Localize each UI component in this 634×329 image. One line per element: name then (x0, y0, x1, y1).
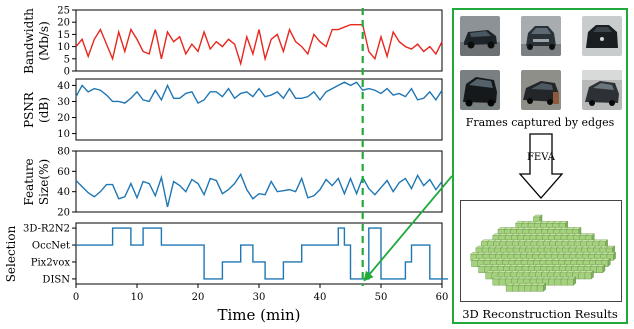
selection-yticks: DISN Pix2vox OccNet 3D-R2N2 (23, 224, 76, 285)
selection-connector-arrow (363, 175, 452, 282)
ytick-label: 15 (57, 30, 70, 41)
ytick-label: 40 (57, 81, 70, 92)
feature-size-panel: 20 40 60 80 Feature Size(%) (22, 147, 443, 219)
voxel-car-model (470, 214, 617, 292)
reconstruction-panel: Frames captured by edges FEVA 3D Reconst… (452, 8, 628, 324)
bandwidth-axes-frame (75, 9, 443, 72)
psnr-panel: 10 20 30 40 PSNR (dB) (22, 78, 443, 141)
psnr-ylabel-line2: (dB) (37, 97, 51, 123)
car-photo-2 (521, 16, 561, 56)
reconstruction-image (460, 200, 622, 302)
voxel-cube (601, 257, 611, 268)
xtick-label: 50 (375, 292, 388, 303)
bandwidth-ylabel-line1: Bandwidth (22, 8, 36, 74)
ytick-label: 3D-R2N2 (23, 224, 70, 235)
ytick-label: 20 (57, 18, 70, 29)
voxel-cube (606, 251, 617, 261)
ytick-label: 10 (57, 129, 70, 140)
xtick-label: 40 (314, 292, 327, 303)
bandwidth-series-line (75, 23, 443, 67)
xtick-label: 60 (436, 292, 449, 303)
car-photo-3 (582, 16, 622, 56)
time-xlabel: Time (min) (217, 306, 300, 324)
time-xticks: 0 10 20 30 40 50 60 (73, 284, 449, 303)
ytick-label: 20 (57, 113, 70, 124)
ytick-label: 60 (57, 167, 70, 178)
bandwidth-ylabel-line2: (Mb/s) (37, 21, 51, 61)
voxel-cube (595, 264, 606, 274)
frames-caption: Frames captured by edges (465, 116, 615, 129)
feva-hollow-arrow-icon: FEVA (518, 133, 564, 199)
feature-size-ylabel-line2: Size(%) (37, 159, 51, 205)
psnr-yticks: 10 20 30 40 (57, 81, 76, 140)
selection-series-line (76, 227, 449, 280)
ytick-label: 80 (57, 147, 70, 158)
voxel-cube (566, 276, 577, 286)
xtick-label: 10 (131, 292, 144, 303)
psnr-ylabel-line1: PSNR (22, 91, 36, 128)
xtick-label: 0 (73, 292, 79, 303)
ytick-label: OccNet (32, 241, 70, 252)
ytick-label: 25 (57, 6, 70, 17)
ytick-label: 5 (64, 54, 70, 65)
car-photo-4 (460, 70, 500, 110)
feature-size-series-line (75, 172, 443, 208)
feva-label: FEVA (527, 152, 556, 163)
voxel-cube (536, 282, 547, 292)
selection-ylabel: Selection (4, 225, 18, 282)
ytick-label: Pix2vox (31, 257, 71, 268)
feature-size-ylabel-line1: Feature (22, 158, 36, 205)
ytick-label: 40 (57, 187, 70, 198)
ytick-label: 20 (57, 208, 70, 219)
car-photo-5 (521, 70, 561, 110)
xtick-label: 30 (253, 292, 266, 303)
psnr-axes-frame (75, 78, 443, 141)
car-photo-6 (582, 70, 622, 110)
car-photo-1 (460, 16, 500, 56)
ytick-label: 10 (57, 42, 70, 53)
voxel-cube (584, 270, 595, 280)
selection-panel: DISN Pix2vox OccNet 3D-R2N2 Selection 0 10 20… (4, 222, 449, 324)
psnr-series-line (75, 81, 443, 105)
ytick-label: 30 (57, 97, 70, 108)
xtick-label: 20 (192, 292, 205, 303)
ytick-label: 0 (64, 67, 70, 78)
feature-size-yticks: 20 40 60 80 (57, 147, 76, 219)
reconstruction-caption: 3D Reconstruction Results (462, 307, 618, 321)
ytick-label: DISN (42, 274, 70, 285)
